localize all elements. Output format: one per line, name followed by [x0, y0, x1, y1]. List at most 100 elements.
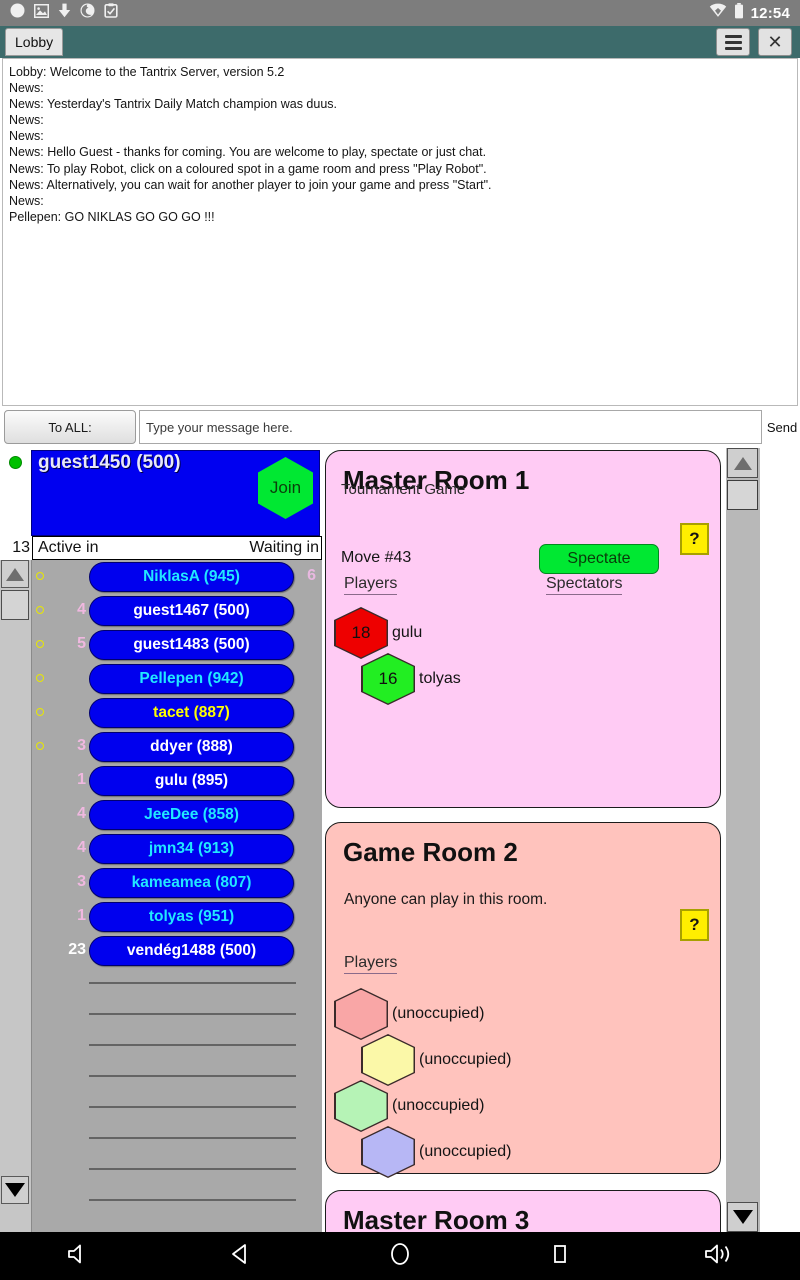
roster-player-pill[interactable]: gulu (895): [89, 766, 294, 796]
seat-hexagon[interactable]: 18: [334, 607, 388, 659]
seat-hexagon[interactable]: [361, 1034, 415, 1086]
self-player-name: guest1450 (500): [38, 452, 181, 473]
players-link[interactable]: Players: [344, 954, 398, 974]
titlebar-buttons: ✕: [716, 28, 800, 56]
help-button[interactable]: ?: [680, 909, 709, 941]
seat-hexagon[interactable]: [361, 1126, 415, 1178]
rooms-scroll-thumb[interactable]: [727, 480, 758, 510]
chat-line: News:: [9, 193, 44, 208]
game-rooms-list[interactable]: Master Room 1 Tournament Game Move #43 Spec…: [323, 448, 723, 1232]
wifi-icon: [709, 3, 727, 23]
close-x-icon: ✕: [767, 32, 783, 52]
volume-up-button[interactable]: [640, 1243, 800, 1270]
seat-hexagon[interactable]: 16: [361, 653, 415, 705]
room-card-game-room-2[interactable]: Game Room 2 Anyone can play in this room.…: [325, 822, 721, 1178]
message-input[interactable]: Type your message here.: [139, 410, 762, 444]
roster-row[interactable]: 23 vendég1488 (500): [32, 934, 322, 968]
volume-down-icon: [66, 1243, 94, 1270]
tab-lobby[interactable]: Lobby: [5, 28, 64, 56]
roster-row[interactable]: 1 tolyas (951): [32, 900, 322, 934]
roster-empty-slot: [89, 1199, 296, 1201]
download-icon: [58, 3, 71, 23]
roster-row[interactable]: Pellepen (942): [32, 662, 322, 696]
roster-empty-slot: [89, 982, 296, 984]
roster-row[interactable]: 3 ddyer (888): [32, 730, 322, 764]
home-button[interactable]: [320, 1242, 480, 1271]
waiting-marker-icon: [36, 674, 44, 682]
room-subtitle: Tournament Game: [341, 481, 466, 498]
rooms-scroll-down-button[interactable]: [727, 1202, 758, 1232]
roster-player-pill[interactable]: tacet (887): [89, 698, 294, 728]
roster-column-headers: Active in Waiting in: [32, 536, 322, 560]
recents-button[interactable]: [480, 1243, 640, 1270]
roster-player-pill[interactable]: tolyas (951): [89, 902, 294, 932]
roster-player-pill[interactable]: jmn34 (913): [89, 834, 294, 864]
roster-player-pill[interactable]: guest1467 (500): [89, 596, 294, 626]
roster-row[interactable]: 1 gulu (895): [32, 764, 322, 798]
seat-hexagon-fill: [362, 1035, 414, 1085]
online-status-dot: [9, 456, 22, 469]
app-title-bar: Lobby ✕: [0, 26, 800, 58]
volume-down-button[interactable]: [0, 1243, 160, 1270]
room-description: Anyone can play in this room.: [344, 891, 548, 908]
roster-player-pill[interactable]: NiklasA (945): [89, 562, 294, 592]
roster-row[interactable]: NiklasA (945) 6: [32, 560, 322, 594]
send-button[interactable]: Send: [764, 410, 800, 444]
roster-player-pill[interactable]: Pellepen (942): [89, 664, 294, 694]
rooms-scrollbar[interactable]: [726, 448, 760, 1232]
help-button[interactable]: ?: [680, 523, 709, 555]
roster-scroll-down-button[interactable]: [1, 1176, 29, 1204]
back-button[interactable]: [160, 1243, 320, 1270]
seat-hexagon-fill: [335, 1081, 387, 1131]
roster-room-number: 4: [77, 601, 86, 618]
seat-label: (unoccupied): [419, 1143, 512, 1160]
roster-scroll-thumb[interactable]: [1, 590, 29, 620]
roster-scrollbar[interactable]: [0, 560, 32, 1232]
roster-player-pill[interactable]: vendég1488 (500): [89, 936, 294, 966]
roster-scroll-up-button[interactable]: [1, 560, 29, 588]
join-button[interactable]: Join: [258, 457, 313, 519]
circle-icon: [10, 3, 25, 23]
roster-row[interactable]: 4 guest1467 (500): [32, 594, 322, 628]
room-card-master-room-1[interactable]: Master Room 1 Tournament Game Move #43 Spec…: [325, 450, 721, 808]
room-title: Master Room 1: [343, 465, 530, 495]
chat-log[interactable]: Lobby: Welcome to the Tantrix Server, ve…: [2, 58, 798, 406]
chat-line: News:: [9, 81, 44, 96]
seat-label: gulu: [392, 624, 423, 641]
roster-row[interactable]: 5 guest1483 (500): [32, 628, 322, 662]
chat-line: Lobby: Welcome to the Tantrix Server, ve…: [9, 65, 285, 79]
players-link[interactable]: Players: [344, 575, 398, 595]
waiting-marker-icon: [36, 640, 44, 648]
menu-button[interactable]: [716, 28, 750, 56]
seat-label: (unoccupied): [392, 1097, 485, 1114]
rooms-scroll-up-button[interactable]: [727, 448, 758, 478]
spectate-button[interactable]: Spectate: [539, 544, 659, 574]
waiting-marker-icon: [36, 742, 44, 750]
close-button[interactable]: ✕: [758, 28, 792, 56]
spectators-link[interactable]: Spectators: [546, 575, 623, 595]
waiting-marker-icon: [36, 572, 44, 580]
roster-row[interactable]: 4 jmn34 (913): [32, 832, 322, 866]
chat-line: Pellepen: GO NIKLAS GO GO GO !!!: [9, 209, 215, 224]
seat-hexagon-fill: 16: [362, 654, 414, 704]
seat-hexagon-fill: [362, 1127, 414, 1177]
roster-player-pill[interactable]: JeeDee (858): [89, 800, 294, 830]
seat-hexagon[interactable]: [334, 988, 388, 1040]
self-banner-box[interactable]: guest1450 (500) Join: [31, 450, 320, 536]
android-navigation-bar: [0, 1232, 800, 1280]
player-roster-list[interactable]: NiklasA (945) 6 4 guest1467 (500) 5 guest1483…: [32, 560, 322, 1232]
android-status-bar: 12:54: [0, 0, 800, 26]
chat-line: News: Hello Guest - thanks for coming. Y…: [9, 145, 487, 160]
room-card-master-room-3[interactable]: Master Room 3: [325, 1190, 721, 1232]
roster-player-pill[interactable]: kameamea (807): [89, 868, 294, 898]
roster-row[interactable]: 3 kameamea (807): [32, 866, 322, 900]
status-right-icons: 12:54: [709, 2, 800, 24]
seat-hexagon[interactable]: [334, 1080, 388, 1132]
roster-row[interactable]: 4 JeeDee (858): [32, 798, 322, 832]
rooms-scroll-track[interactable]: [726, 448, 760, 1232]
roster-header: 13 Active in Waiting in: [0, 536, 322, 560]
to-all-button[interactable]: To ALL:: [4, 410, 136, 444]
roster-player-pill[interactable]: ddyer (888): [89, 732, 294, 762]
roster-row[interactable]: tacet (887): [32, 696, 322, 730]
roster-player-pill[interactable]: guest1483 (500): [89, 630, 294, 660]
